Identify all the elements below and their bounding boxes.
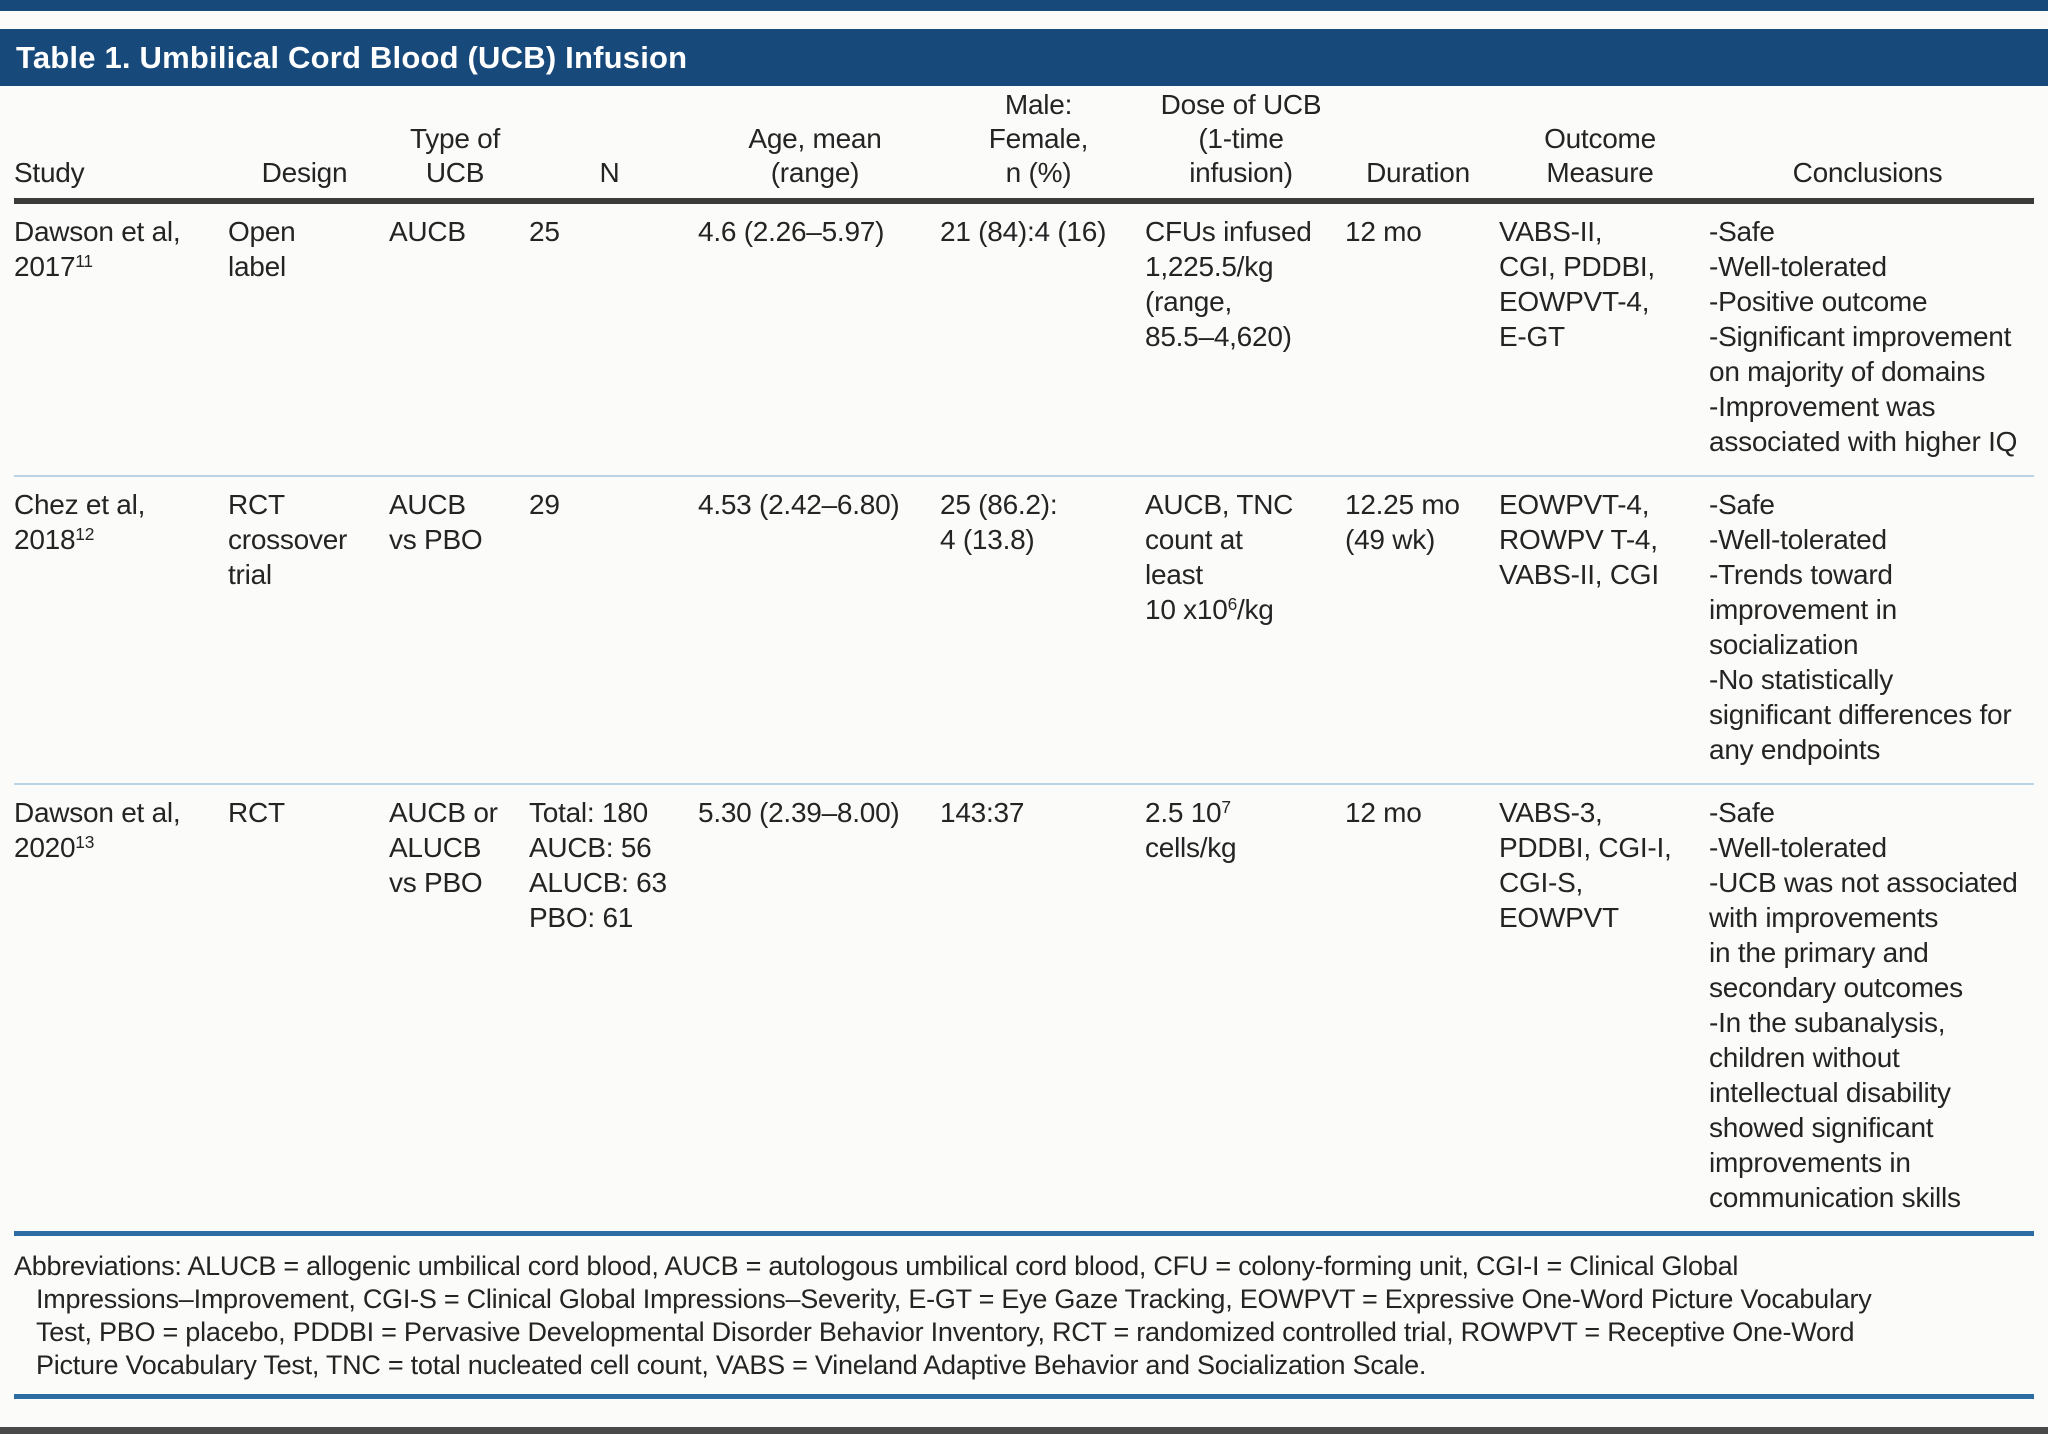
cell-age: 4.53 (2.42–6.80) [698,476,940,785]
column-header-duration: Duration [1345,86,1499,204]
column-header-conclusions: Conclusions [1709,86,2034,204]
cell-type-of-ucb: AUCB vs PBO [389,476,529,785]
cell-age: 4.6 (2.26–5.97) [698,201,940,477]
cell-dose: 2.5 107 cells/kg [1145,784,1345,1236]
column-header-design: Design [228,86,389,204]
reference-superscript: 13 [75,832,95,853]
reference-superscript: 12 [75,524,95,545]
cell-design: RCT crossover trial [228,476,389,785]
dose-text: AUCB, TNC count at least 10 x10 [1145,489,1294,625]
column-header-male-female: Male: Female, n (%) [940,86,1145,204]
cell-type-of-ucb: AUCB [389,201,529,477]
dose-text: 2.5 10 [1145,797,1222,828]
dose-text-after: cells/kg [1145,832,1237,863]
exponent-superscript: 6 [1227,594,1238,615]
column-header-type-of-ucb: Type of UCB [389,86,529,204]
header-row: Study Design Type of UCB N Age, mean (ra… [14,86,2034,204]
table-row-chez-2018: Chez et al, 201812 RCT crossover trial A… [14,476,2034,785]
cell-male-female: 21 (84):4 (16) [940,201,1145,477]
table-row-dawson-2020: Dawson et al, 202013 RCT AUCB or ALUCB v… [14,784,2034,1236]
column-header-outcome-measure: Outcome Measure [1499,86,1709,204]
top-accent-bar [0,0,2048,11]
cell-conclusions: -Safe -Well-tolerated -Positive outcome … [1709,201,2034,477]
cell-outcome-measure: EOWPVT-4, ROWPV T-4, VABS-II, CGI [1499,476,1709,785]
study-name: Dawson et al, 2020 [14,797,181,863]
abbreviations-footnote: Abbreviations: ALUCB = allogenic umbilic… [14,1251,1872,1380]
cell-conclusions: -Safe -Well-tolerated -Trends toward imp… [1709,476,2034,785]
cell-conclusions: -Safe -Well-tolerated -UCB was not assoc… [1709,784,2034,1236]
column-header-age: Age, mean (range) [698,86,940,204]
cell-study: Chez et al, 201812 [14,476,228,785]
column-header-n: N [529,86,698,204]
cell-n: Total: 180 AUCB: 56 ALUCB: 63 PBO: 61 [529,784,698,1236]
cell-male-female: 143:37 [940,784,1145,1236]
cell-age: 5.30 (2.39–8.00) [698,784,940,1236]
data-table: Study Design Type of UCB N Age, mean (ra… [14,86,2034,1236]
cell-study: Dawson et al, 202013 [14,784,228,1236]
cell-dose: AUCB, TNC count at least 10 x106/kg [1145,476,1345,785]
cell-outcome-measure: VABS-3, PDDBI, CGI-I, CGI-S, EOWPVT [1499,784,1709,1236]
table-title: Table 1. Umbilical Cord Blood (UCB) Infu… [16,39,688,75]
cell-duration: 12 mo [1345,784,1499,1236]
reference-superscript: 11 [75,251,93,272]
cell-outcome-measure: VABS-II, CGI, PDDBI, EOWPVT-4, E-GT [1499,201,1709,477]
cell-n: 29 [529,476,698,785]
cell-dose: CFUs infused 1,225.5/kg (range, 85.5–4,6… [1145,201,1345,477]
column-header-study: Study [14,86,228,204]
cell-design: RCT [228,784,389,1236]
table-container: Study Design Type of UCB N Age, mean (ra… [0,86,2048,1399]
cell-duration: 12.25 mo (49 wk) [1345,476,1499,785]
table-title-bar: Table 1. Umbilical Cord Blood (UCB) Infu… [0,29,2048,86]
bottom-rule [14,1394,2034,1399]
dose-text: CFUs infused 1,225.5/kg (range, 85.5–4,6… [1145,216,1312,352]
cell-study: Dawson et al, 201711 [14,201,228,477]
table-row-dawson-2017: Dawson et al, 201711 Open label AUCB 25 … [14,201,2034,477]
study-name: Dawson et al, 2017 [14,216,181,282]
cell-type-of-ucb: AUCB or ALUCB vs PBO [389,784,529,1236]
cell-n: 25 [529,201,698,477]
dose-text-after: /kg [1236,594,1274,625]
cell-male-female: 25 (86.2): 4 (13.8) [940,476,1145,785]
cell-duration: 12 mo [1345,201,1499,477]
page-bottom-edge [0,1427,2048,1434]
study-name: Chez et al, 2018 [14,489,146,555]
cell-design: Open label [228,201,389,477]
exponent-superscript: 7 [1221,797,1231,818]
column-header-dose: Dose of UCB (1-time infusion) [1145,86,1345,204]
